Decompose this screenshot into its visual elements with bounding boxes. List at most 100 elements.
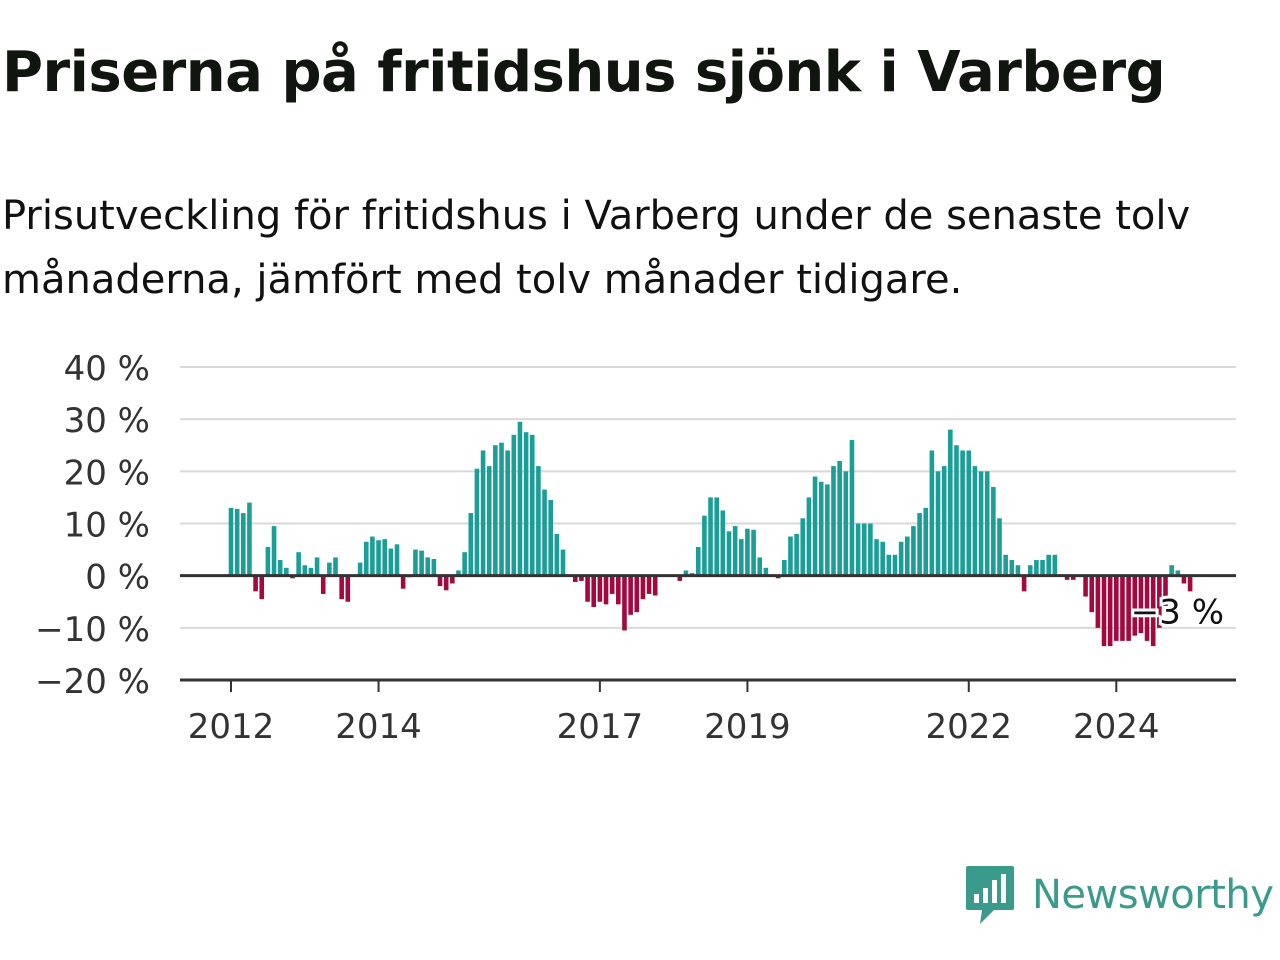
bar	[419, 550, 424, 576]
newsworthy-brand: Newsworthy	[964, 864, 1274, 926]
y-axis-labels: 40 % 30 % 20 % 10 % 0 % −10 % −20 %	[35, 349, 150, 702]
bar	[296, 552, 301, 576]
bar	[431, 558, 437, 576]
bar	[825, 484, 830, 576]
bar	[880, 541, 885, 576]
bar	[370, 536, 375, 576]
newsworthy-logo-icon	[966, 866, 1014, 924]
bar	[634, 575, 640, 613]
bar	[517, 421, 523, 576]
bar	[806, 497, 812, 576]
bar	[1009, 560, 1015, 576]
bar	[1150, 575, 1156, 647]
bar	[1126, 575, 1131, 641]
bar	[499, 442, 504, 576]
bar	[738, 539, 744, 576]
bar	[966, 450, 972, 576]
bar	[560, 549, 566, 576]
bar	[646, 575, 652, 594]
bar	[695, 546, 701, 576]
bar	[1046, 554, 1051, 576]
bar	[831, 466, 836, 576]
bar	[474, 468, 480, 576]
bar	[1034, 560, 1039, 576]
bars	[228, 421, 1193, 647]
y-tick-label: 20 %	[64, 453, 150, 493]
bar	[388, 548, 394, 576]
bar	[1003, 554, 1008, 576]
bar	[861, 523, 867, 576]
bar	[468, 513, 474, 576]
brand-name: Newsworthy	[1032, 872, 1274, 918]
bar	[1052, 554, 1058, 576]
bar	[652, 575, 658, 596]
bar	[327, 562, 332, 576]
bar	[702, 515, 707, 576]
bar	[892, 554, 898, 576]
bar	[437, 575, 443, 587]
bar	[948, 429, 953, 576]
bar	[1101, 575, 1107, 647]
bar	[935, 471, 941, 576]
bar	[597, 575, 603, 602]
bar	[480, 450, 486, 576]
y-tick-label: 40 %	[64, 349, 150, 389]
bar	[886, 554, 892, 576]
bar	[757, 557, 763, 576]
bar	[320, 575, 326, 594]
bar	[265, 546, 271, 576]
bar	[954, 445, 959, 576]
bar	[302, 565, 308, 576]
bar	[1120, 575, 1125, 641]
bar	[1181, 575, 1187, 584]
bar	[732, 526, 738, 576]
bar	[585, 575, 590, 602]
bar	[745, 528, 750, 576]
bar	[505, 450, 510, 576]
bar	[818, 481, 824, 576]
bar	[843, 471, 849, 576]
bar	[1021, 575, 1027, 592]
bar	[714, 497, 719, 576]
bar	[1095, 575, 1101, 628]
bar	[616, 575, 621, 605]
bar	[726, 531, 732, 576]
bar	[677, 575, 683, 581]
bar	[788, 536, 793, 576]
bar	[554, 533, 560, 576]
bar	[984, 471, 990, 576]
bar	[837, 460, 842, 576]
x-tick-label: 2024	[1073, 707, 1160, 747]
annotation-label: −3 %	[1131, 592, 1224, 632]
bar	[1144, 575, 1150, 641]
bar	[782, 560, 787, 576]
bar	[548, 500, 553, 576]
bar	[917, 513, 922, 576]
bar	[462, 552, 467, 576]
bar	[241, 513, 246, 576]
bar	[1083, 575, 1088, 597]
bar	[794, 533, 799, 576]
bar	[314, 557, 320, 576]
gridlines	[180, 366, 1236, 629]
bar	[751, 529, 756, 576]
bar	[259, 575, 265, 600]
bar	[339, 575, 344, 600]
bar	[868, 523, 873, 576]
bar	[382, 539, 387, 576]
bar	[603, 575, 609, 605]
bar-chart: 40 %30 %20 %10 %0 %−10 %−20 % 2012 2014 20…	[35, 349, 1236, 747]
bar	[997, 518, 1002, 576]
chart-title: Priserna på fritidshus sjönk i Varberg	[2, 40, 1166, 105]
bar	[247, 502, 252, 576]
bar	[622, 575, 627, 631]
x-tick-label: 2014	[335, 707, 422, 747]
bar	[1157, 575, 1162, 628]
bar	[579, 575, 584, 581]
bar	[284, 567, 289, 576]
bar	[536, 466, 541, 576]
bar	[1040, 560, 1045, 576]
bar	[523, 432, 529, 576]
bar	[511, 434, 517, 576]
axes	[180, 574, 1236, 692]
